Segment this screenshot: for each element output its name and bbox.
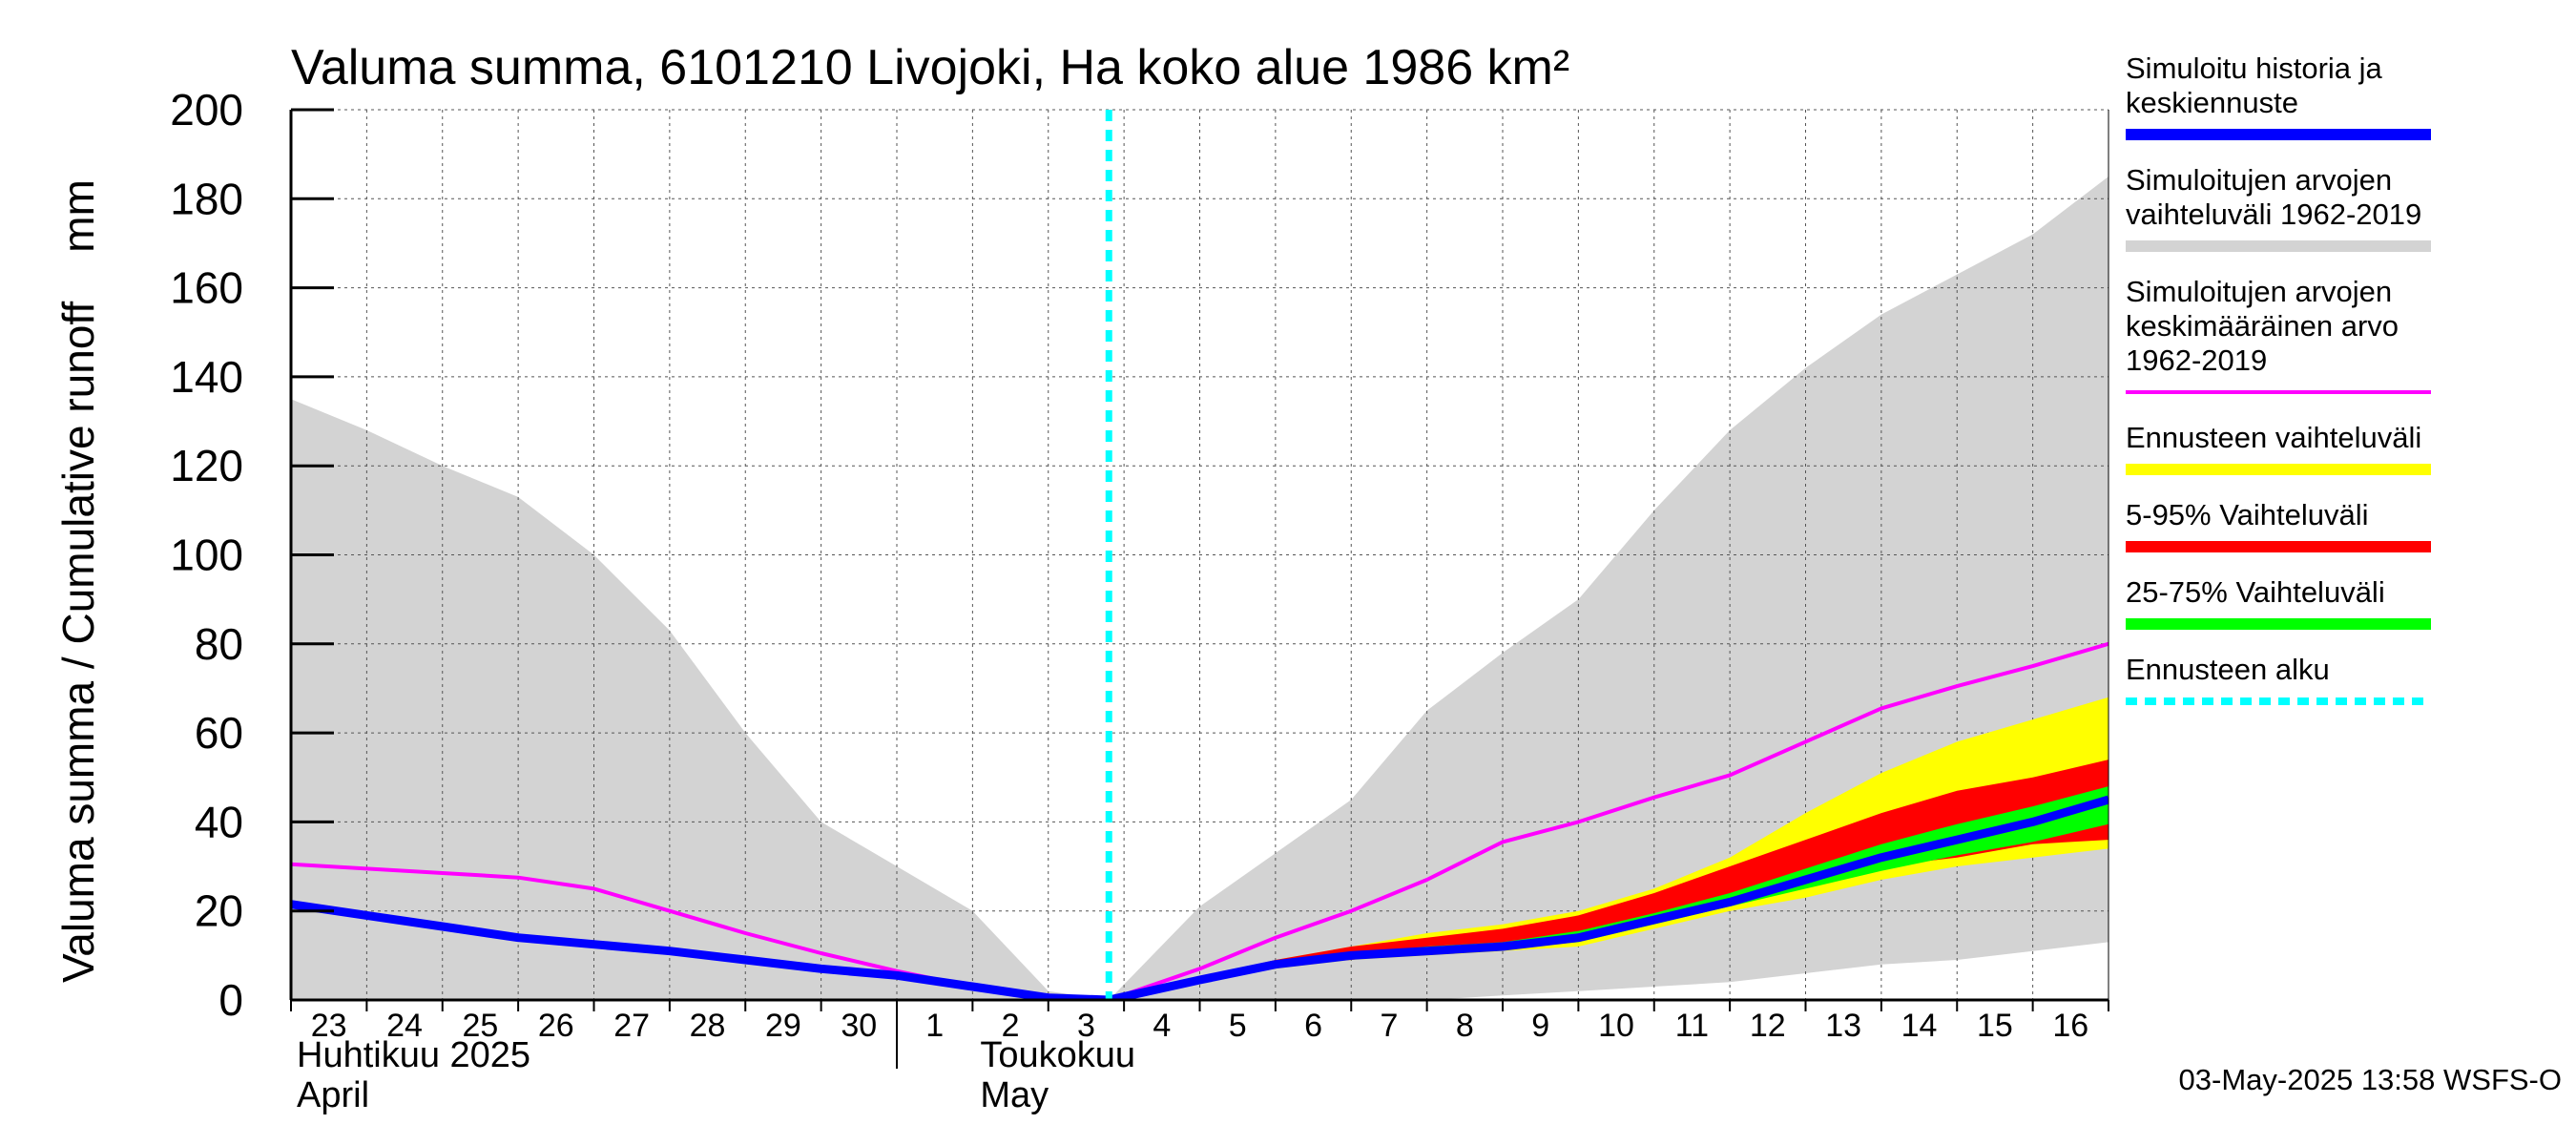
- legend-item: Ennusteen vaihteluväli: [2126, 421, 2431, 475]
- legend-label: Ennusteen vaihteluväli: [2126, 421, 2421, 454]
- x-day-label: 12: [1750, 1008, 1786, 1044]
- legend: Simuloitu historia jakeskiennusteSimuloi…: [2126, 52, 2431, 705]
- y-tick-label: 120: [170, 441, 243, 490]
- x-day-label: 15: [1977, 1008, 2013, 1044]
- x-day-label: 3: [1077, 1008, 1095, 1044]
- legend-label: Simuloitu historia ja: [2126, 52, 2383, 85]
- x-day-label: 11: [1675, 1008, 1709, 1044]
- simulated-median-line: [291, 795, 2109, 1000]
- legend-item: Ennusteen alku: [2126, 653, 2431, 705]
- legend-label: Simuloitujen arvojen: [2126, 163, 2392, 197]
- legend-label: vaihteluväli 1962-2019: [2126, 198, 2421, 231]
- legend-label: 25-75% Vaihteluväli: [2126, 575, 2385, 609]
- y-tick-label: 0: [218, 975, 243, 1025]
- x-day-label: 23: [311, 1008, 347, 1044]
- x-day-label: 29: [765, 1008, 801, 1044]
- chart-title: Valuma summa, 6101210 Livojoki, Ha koko …: [291, 40, 1569, 95]
- y-tick-label: 140: [170, 352, 243, 402]
- y-axis-label: Valuma summa / Cumulative runoff mm: [53, 179, 103, 983]
- legend-label: Ennusteen alku: [2126, 653, 2330, 686]
- x-day-label: 16: [2052, 1008, 2088, 1044]
- y-tick-label: 40: [195, 797, 243, 846]
- x-day-label: 8: [1456, 1008, 1474, 1044]
- y-tick-label: 160: [170, 263, 243, 313]
- x-day-label: 4: [1153, 1008, 1171, 1044]
- legend-item: 5-95% Vaihteluväli: [2126, 498, 2431, 552]
- month-label-en: May: [980, 1075, 1049, 1115]
- x-day-label: 14: [1901, 1008, 1938, 1044]
- legend-label: 1962-2019: [2126, 344, 2267, 377]
- legend-label: Simuloitujen arvojen: [2126, 275, 2392, 308]
- x-day-label: 10: [1598, 1008, 1634, 1044]
- legend-label: 5-95% Vaihteluväli: [2126, 498, 2368, 531]
- y-tick-label: 180: [170, 174, 243, 223]
- month-label-fi: Toukokuu: [980, 1035, 1135, 1075]
- x-day-label: 27: [613, 1008, 650, 1044]
- x-day-label: 30: [841, 1008, 877, 1044]
- x-day-label: 26: [538, 1008, 574, 1044]
- y-tick-label: 200: [170, 85, 243, 135]
- x-day-label: 24: [386, 1008, 423, 1044]
- x-day-label: 2: [1002, 1008, 1020, 1044]
- x-day-label: 13: [1825, 1008, 1861, 1044]
- month-label-en: April: [297, 1075, 369, 1115]
- x-day-label: 9: [1531, 1008, 1549, 1044]
- y-tick-label: 100: [170, 531, 243, 580]
- x-day-label: 28: [690, 1008, 726, 1044]
- legend-label: keskimääräinen arvo: [2126, 309, 2399, 343]
- legend-label: keskiennuste: [2126, 86, 2298, 119]
- history-range-band: [291, 177, 2109, 1000]
- legend-item: 25-75% Vaihteluväli: [2126, 575, 2431, 630]
- timestamp-footer: 03-May-2025 13:58 WSFS-O: [2179, 1063, 2562, 1096]
- y-tick-label: 80: [195, 619, 243, 669]
- y-tick-label: 20: [195, 886, 243, 936]
- month-label-fi: Huhtikuu 2025: [297, 1035, 530, 1075]
- x-day-label: 7: [1380, 1008, 1398, 1044]
- x-day-label: 5: [1229, 1008, 1247, 1044]
- y-tick-label: 60: [195, 708, 243, 758]
- x-day-label: 1: [925, 1008, 944, 1044]
- x-day-label: 6: [1304, 1008, 1322, 1044]
- x-day-label: 25: [463, 1008, 499, 1044]
- mean-line: [291, 641, 2109, 1000]
